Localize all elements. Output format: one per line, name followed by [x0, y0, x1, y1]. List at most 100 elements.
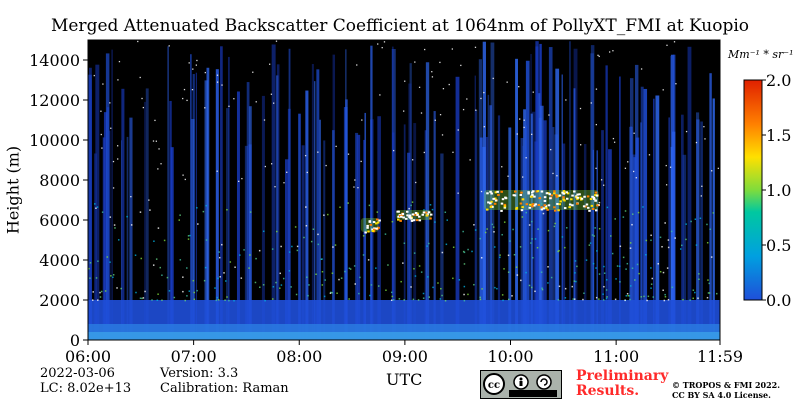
noise-speckle [444, 299, 447, 302]
noise-speckle [589, 242, 592, 244]
noise-speckle [214, 287, 216, 289]
noise-speckle [290, 286, 292, 288]
noise-speckle [384, 233, 387, 235]
noise-speckle [151, 299, 153, 301]
cloud-signal [496, 190, 499, 193]
signal-streak [236, 91, 240, 340]
cloud-signal [371, 228, 374, 231]
cloud-signal [422, 211, 426, 214]
noise-speckle [580, 144, 582, 146]
noise-speckle [707, 292, 710, 294]
cloud-signal [550, 194, 553, 197]
noise-speckle [418, 86, 421, 88]
noise-speckle [457, 129, 459, 131]
footer-calibration: Calibration: Raman [160, 381, 289, 396]
noise-speckle [344, 270, 346, 273]
cloud-signal [531, 194, 534, 197]
noise-speckle [383, 41, 386, 43]
signal-streak [413, 123, 417, 341]
noise-speckle [100, 133, 102, 136]
noise-speckle [142, 106, 144, 109]
cloud-signal [418, 215, 421, 218]
cloud-signal [521, 198, 525, 201]
noise-speckle [186, 295, 188, 297]
noise-speckle [240, 277, 243, 279]
surface-layer [88, 332, 720, 340]
noise-speckle [414, 275, 417, 277]
noise-speckle [183, 88, 186, 91]
signal-streak [478, 59, 482, 340]
noise-speckle [579, 107, 582, 110]
cloud-signal [556, 202, 559, 205]
noise-speckle [507, 175, 509, 177]
signal-streak [225, 108, 229, 340]
signal-streak [129, 117, 133, 340]
noise-speckle [358, 292, 360, 295]
noise-speckle [217, 277, 219, 280]
cc-by-sa-icon: cc [480, 370, 562, 399]
noise-speckle [349, 268, 352, 270]
noise-speckle [460, 64, 462, 67]
noise-speckle [116, 287, 118, 289]
noise-speckle [110, 127, 112, 129]
noise-speckle [457, 192, 459, 194]
signal-streak [323, 140, 326, 340]
noise-speckle [400, 280, 402, 283]
noise-speckle [403, 242, 406, 245]
noise-speckle [422, 292, 425, 295]
noise-speckle [415, 181, 417, 184]
noise-speckle [369, 294, 371, 297]
signal-streak [261, 95, 265, 340]
noise-speckle [511, 295, 513, 297]
preliminary-note: Preliminary Results. [576, 369, 668, 399]
noise-speckle [258, 249, 261, 252]
cloud-signal [515, 206, 519, 209]
noise-speckle [308, 284, 310, 286]
signal-streak [126, 136, 129, 340]
noise-speckle [494, 286, 496, 289]
signal-streak [103, 112, 108, 340]
footer-date: 2022-03-06 [40, 366, 115, 381]
noise-speckle [238, 180, 240, 183]
cloud-signal [570, 198, 573, 201]
noise-speckle [661, 245, 663, 248]
noise-speckle [471, 250, 473, 253]
noise-speckle [403, 110, 405, 112]
noise-speckle [583, 292, 585, 295]
noise-speckle [417, 299, 420, 301]
chart-title: Merged Attenuated Backscatter Coefficien… [50, 16, 750, 36]
cloud-signal [373, 227, 376, 230]
signal-streak [629, 78, 634, 340]
noise-speckle [186, 267, 188, 269]
noise-speckle [667, 299, 670, 301]
cloud-signal [402, 216, 405, 219]
noise-speckle [685, 130, 688, 133]
noise-speckle [486, 228, 488, 230]
noise-speckle [629, 242, 632, 244]
signal-streak [695, 112, 700, 340]
noise-speckle [376, 211, 379, 213]
noise-speckle [215, 299, 218, 302]
noise-speckle [532, 91, 534, 93]
noise-speckle [501, 166, 503, 168]
cloud-signal [493, 202, 497, 205]
noise-speckle [224, 299, 226, 301]
cloud-signal [399, 219, 402, 222]
noise-speckle [626, 293, 629, 295]
x-axis: 06:00 07:00 08:00 09:00 10:00 11:00 11:59 [65, 340, 743, 366]
noise-speckle [473, 283, 475, 286]
signal-streak [111, 49, 113, 340]
signal-streak [227, 56, 230, 341]
noise-speckle [610, 235, 612, 237]
cloud-signal [568, 203, 572, 206]
noise-speckle [619, 281, 621, 283]
noise-speckle [480, 97, 482, 100]
noise-speckle [402, 262, 404, 264]
noise-speckle [112, 276, 114, 279]
noise-speckle [182, 290, 184, 293]
signal-streak [653, 98, 655, 340]
noise-speckle [710, 256, 713, 258]
cloud-signal [525, 203, 529, 206]
noise-speckle [97, 260, 99, 262]
noise-speckle [275, 40, 278, 42]
